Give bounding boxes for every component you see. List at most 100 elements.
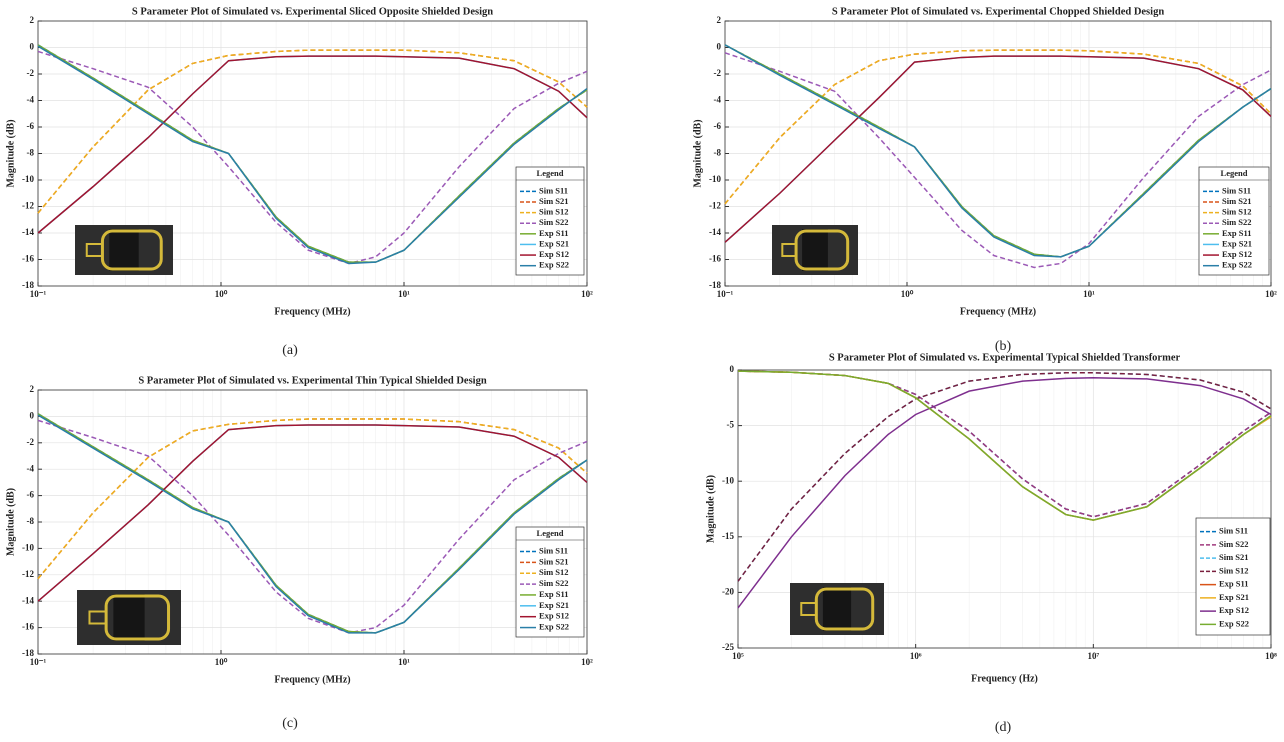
y-tick-label: 0 [730,364,735,374]
legend-label: Exp S11 [1219,579,1249,589]
legend-title: Legend [537,528,564,538]
x-tick-label: 10¹ [398,289,410,299]
y-tick-label: -25 [722,642,734,652]
y-tick-label: -14 [22,227,34,237]
y-tick-label: -8 [714,148,722,158]
series-line [37,44,588,263]
legend-label: Sim S12 [539,567,569,577]
caption: (d) [995,720,1012,735]
y-tick-label: -10 [22,542,34,552]
chart-title: S Parameter Plot of Simulated vs. Experi… [829,352,1181,363]
x-axis-label: Frequency (MHz) [960,306,1036,317]
legend-label: Sim S21 [539,556,569,566]
y-tick-label: -6 [27,121,35,131]
y-tick-label: -4 [27,463,35,473]
inset-pad [800,602,818,616]
y-tick-label: -2 [27,437,35,447]
legend-title: Legend [1221,168,1248,178]
y-tick-label: -5 [727,420,735,430]
x-tick-label: 10⁵ [732,651,744,661]
series-line [37,55,588,234]
x-tick-label: 10¹ [398,657,410,667]
x-tick-label: 10⁻¹ [30,657,47,667]
y-tick-label: -6 [714,121,722,131]
series-line [37,418,588,580]
y-tick-label: -4 [714,95,722,105]
legend-box [515,166,585,276]
series-line [737,370,1272,521]
y-tick-label: 2 [30,15,35,25]
series-line [37,413,588,634]
legend-label: Sim S12 [1219,565,1249,575]
y-axis-label: Magnitude (dB) [5,119,16,187]
x-tick-label: 10⁰ [215,657,228,667]
legend-label: Exp S12 [539,611,569,621]
legend-label: Exp S11 [1222,228,1252,238]
chart-title: S Parameter Plot of Simulated vs. Experi… [138,375,487,386]
x-tick-label: 10⁻¹ [30,289,47,299]
legend-box [1195,517,1271,636]
legend-label: Sim S21 [539,196,569,206]
plot-frame [724,20,1272,287]
x-tick-label: 10⁶ [910,651,922,661]
legend-label: Exp S22 [1219,618,1249,628]
x-tick-label: 10⁰ [215,289,228,299]
y-tick-label: 2 [30,384,35,394]
legend-label: Exp S11 [539,589,569,599]
y-tick-label: -10 [709,174,721,184]
legend-label: Exp S22 [539,260,569,270]
legend-label: Exp S11 [539,228,569,238]
legend-label: Exp S22 [1222,260,1252,270]
series-line [737,372,1272,582]
y-tick-label: -8 [27,516,35,526]
caption: (a) [282,343,298,358]
legend-label: Sim S22 [539,217,569,227]
inset-board [822,587,852,631]
y-tick-label: -8 [27,148,35,158]
y-tick-label: -12 [22,201,34,211]
inset-pad [85,243,104,257]
series-line [724,55,1272,243]
y-tick-label: -16 [709,254,721,264]
legend-label: Sim S12 [1222,207,1252,217]
plot-frame [737,369,1272,649]
legend-label: Exp S21 [539,238,569,248]
legend-title: Legend [537,168,564,178]
y-tick-label: -2 [27,68,35,78]
series-line [724,44,1272,258]
x-tick-label: 10⁷ [1087,651,1099,661]
y-tick-label: -2 [714,68,722,78]
y-tick-label: -6 [27,490,35,500]
x-tick-label: 10⁻¹ [717,289,734,299]
y-tick-label: -12 [709,201,721,211]
x-tick-label: 10² [581,289,593,299]
y-axis-label: Magnitude (dB) [5,488,16,556]
inset-pad [88,610,108,625]
legend-label: Sim S22 [1219,539,1249,549]
y-tick-label: -14 [709,227,721,237]
series-line [37,45,588,265]
series-line [724,44,1272,258]
legend-label: Exp S21 [1219,592,1249,602]
legend-label: Sim S11 [539,545,568,555]
x-tick-label: 10¹ [1083,289,1095,299]
plot-frame [37,389,588,655]
caption: (c) [282,716,298,731]
caption: (b) [995,339,1012,354]
inset-board [109,229,139,271]
inset-board [113,594,145,641]
plot-frame [37,20,588,287]
y-tick-label: 0 [30,42,35,52]
x-tick-label: 10² [1265,289,1277,299]
y-tick-label: -16 [22,254,34,264]
legend-label: Sim S21 [1222,196,1252,206]
series-line [724,49,1272,205]
legend-label: Sim S12 [539,207,569,217]
y-tick-label: -16 [22,622,34,632]
series-line [37,49,588,214]
y-tick-label: -12 [22,569,34,579]
y-tick-label: -18 [22,280,34,290]
x-axis-label: Frequency (Hz) [971,673,1038,684]
y-tick-label: 2 [717,15,722,25]
